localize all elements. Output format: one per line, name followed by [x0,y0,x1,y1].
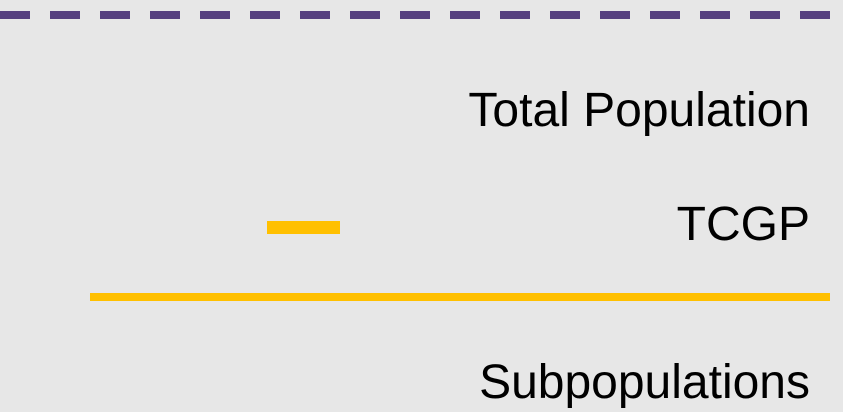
legend-label: Total Population [468,84,810,137]
short-bar-symbol [267,221,340,234]
legend-label: Subpopulations [479,356,810,409]
legend-label: TCGP [677,198,810,251]
